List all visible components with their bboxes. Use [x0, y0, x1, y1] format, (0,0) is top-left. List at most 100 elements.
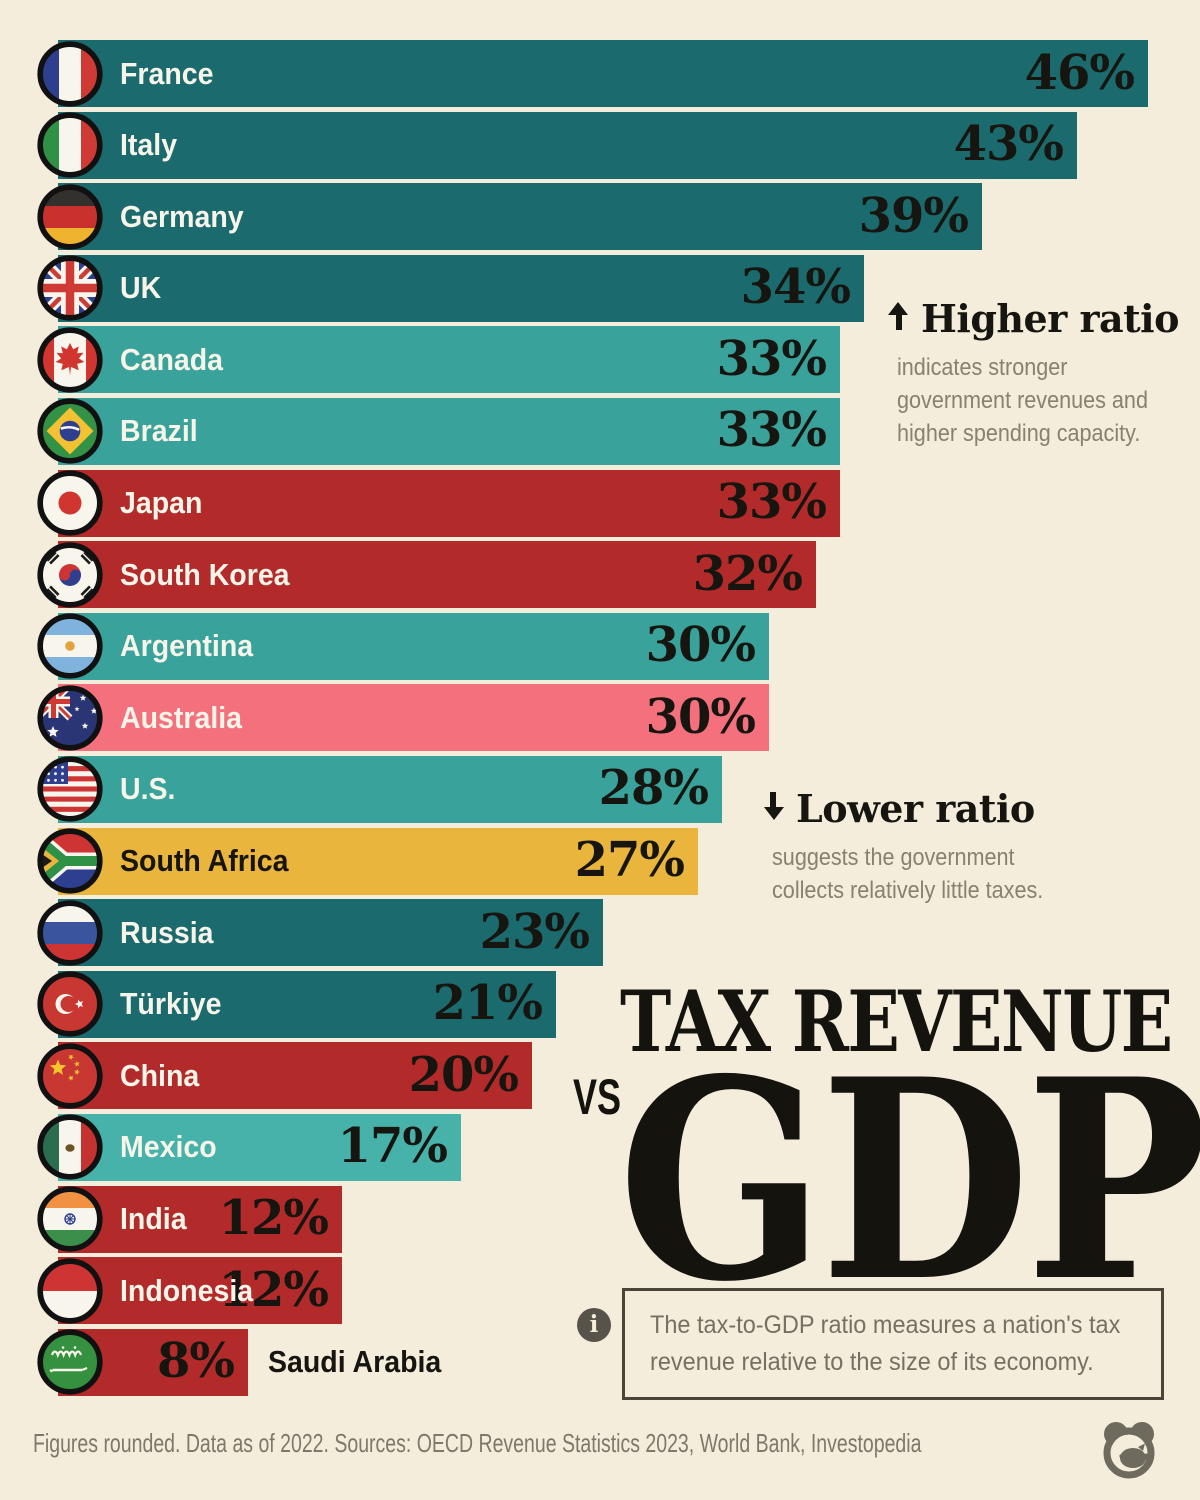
- country-label: Türkiye: [120, 986, 222, 1022]
- brazil-flag-icon: [37, 398, 103, 465]
- india-flag-icon: [37, 1186, 103, 1252]
- china-flag-icon: [37, 1043, 103, 1109]
- bar-row: 30% Argentina: [0, 612, 1200, 680]
- country-label: South Korea: [120, 556, 290, 592]
- saudi-arabia-flag-icon: [37, 1329, 103, 1395]
- country-bar: 46%: [58, 40, 1148, 107]
- value-label: 17%: [337, 1118, 448, 1175]
- bar-row: 17% Mexico: [0, 1113, 1200, 1181]
- bar-row: 33% Canada: [0, 326, 1200, 394]
- value-label: 28%: [598, 760, 709, 817]
- tax-to-gdp-bar-chart: 46% France 43% Italy 39% Germany 34% UK: [0, 40, 1200, 1396]
- country-bar: 43%: [58, 111, 1077, 179]
- country-label: Germany: [120, 198, 244, 234]
- higher-ratio-line: higher spending capacity.: [897, 420, 1141, 447]
- title-tax-revenue: TAX REVENUE: [620, 972, 1173, 1071]
- lower-ratio-line: collects relatively little taxes.: [772, 877, 1044, 904]
- country-label: China: [120, 1057, 200, 1093]
- country-bar: 17%: [58, 1113, 461, 1181]
- bar-row: 34% UK: [0, 254, 1200, 322]
- higher-ratio-line: government revenues and: [897, 387, 1148, 414]
- value-label: 12%: [218, 1189, 329, 1246]
- value-label: 30%: [645, 688, 756, 745]
- bar-row: 46% France: [0, 40, 1200, 107]
- country-bar: 27%: [58, 827, 698, 895]
- country-label: Saudi Arabia: [268, 1344, 442, 1380]
- bar-row: 27% South Africa: [0, 827, 1200, 895]
- info-box: The tax-to-GDP ratio measures a nation's…: [622, 1288, 1164, 1400]
- lower-ratio-line: suggests the government: [772, 844, 1015, 871]
- value-label: 43%: [953, 115, 1064, 172]
- higher-ratio-description: indicates stronger government revenues a…: [897, 351, 1151, 450]
- info-text-line: revenue relative to the size of its econ…: [650, 1348, 1094, 1376]
- country-bar: 21%: [58, 970, 556, 1038]
- country-label: Russia: [120, 914, 214, 950]
- country-bar: 33%: [58, 326, 840, 394]
- visual-capitalist-logo: [1103, 1422, 1155, 1479]
- australia-flag-icon: [37, 685, 103, 751]
- title-gdp: GDP: [618, 1019, 1200, 1342]
- south-korea-flag-icon: [37, 542, 103, 608]
- turkiye-flag-icon: [37, 971, 103, 1037]
- country-bar: 28%: [58, 755, 722, 823]
- russia-flag-icon: [37, 900, 103, 966]
- country-bar: 23%: [58, 899, 603, 967]
- value-label: 34%: [740, 259, 851, 316]
- argentina-flag-icon: [37, 613, 103, 679]
- country-label: Canada: [120, 341, 224, 377]
- value-label: 39%: [858, 187, 969, 244]
- bar-row: 33% Japan: [0, 469, 1200, 537]
- value-label: 33%: [716, 473, 827, 530]
- value-label: 27%: [574, 831, 685, 888]
- country-label: Brazil: [120, 413, 198, 449]
- country-label: Australia: [120, 699, 243, 735]
- value-label: 32%: [692, 545, 803, 602]
- country-label: UK: [120, 270, 162, 306]
- bar-row: 39% Germany: [0, 183, 1200, 251]
- country-bar: 39%: [58, 183, 982, 251]
- country-bar: 33%: [58, 469, 840, 537]
- bar-row: 20% China: [0, 1042, 1200, 1110]
- bar-row: 33% Brazil: [0, 397, 1200, 465]
- higher-ratio-line: indicates stronger: [897, 354, 1068, 381]
- country-label: Indonesia: [120, 1272, 254, 1308]
- country-label: Italy: [120, 127, 178, 163]
- mexico-flag-icon: [37, 1114, 103, 1181]
- value-label: 23%: [479, 903, 590, 960]
- value-label: 33%: [716, 330, 827, 387]
- footer-note: Figures rounded. Data as of 2022. Source…: [33, 1428, 922, 1458]
- lower-ratio-annotation: Lower ratio suggests the government coll…: [763, 786, 1073, 907]
- italy-flag-icon: [37, 112, 103, 178]
- title-vs: VS: [573, 1069, 622, 1125]
- country-label: U.S.: [120, 771, 176, 807]
- bar-row: 8% Saudi Arabia: [0, 1328, 1200, 1396]
- bar-row: 12% Indonesia: [0, 1257, 1200, 1325]
- bar-row: 12% India: [0, 1185, 1200, 1253]
- country-bar: 20%: [58, 1042, 532, 1110]
- country-bar: 12%: [58, 1257, 342, 1325]
- germany-flag-icon: [37, 184, 103, 250]
- japan-flag-icon: [37, 470, 103, 536]
- higher-ratio-heading: Higher ratio: [888, 296, 1179, 341]
- value-label: 20%: [408, 1046, 519, 1103]
- bar-row: 32% South Korea: [0, 541, 1200, 609]
- uk-flag-icon: [37, 255, 103, 321]
- higher-ratio-annotation: Higher ratio indicates stronger governme…: [888, 296, 1179, 450]
- country-label: Mexico: [120, 1129, 217, 1165]
- country-bar: 30%: [58, 684, 769, 752]
- lower-ratio-title: Lower ratio: [796, 786, 1035, 831]
- country-label: South Africa: [120, 843, 289, 879]
- lower-ratio-description: suggests the government collects relativ…: [772, 841, 1043, 907]
- down-arrow-icon: [763, 790, 784, 820]
- lower-ratio-heading: Lower ratio: [763, 786, 1073, 831]
- up-arrow-icon: [888, 302, 909, 332]
- country-bar: 34%: [58, 254, 864, 322]
- south-africa-flag-icon: [37, 828, 103, 894]
- value-label: 12%: [218, 1261, 329, 1318]
- value-label: 46%: [1024, 44, 1135, 101]
- country-bar: 30%: [58, 612, 769, 680]
- info-icon: i: [577, 1308, 611, 1342]
- bar-row: 21% Türkiye: [0, 970, 1200, 1038]
- country-label: India: [120, 1201, 187, 1236]
